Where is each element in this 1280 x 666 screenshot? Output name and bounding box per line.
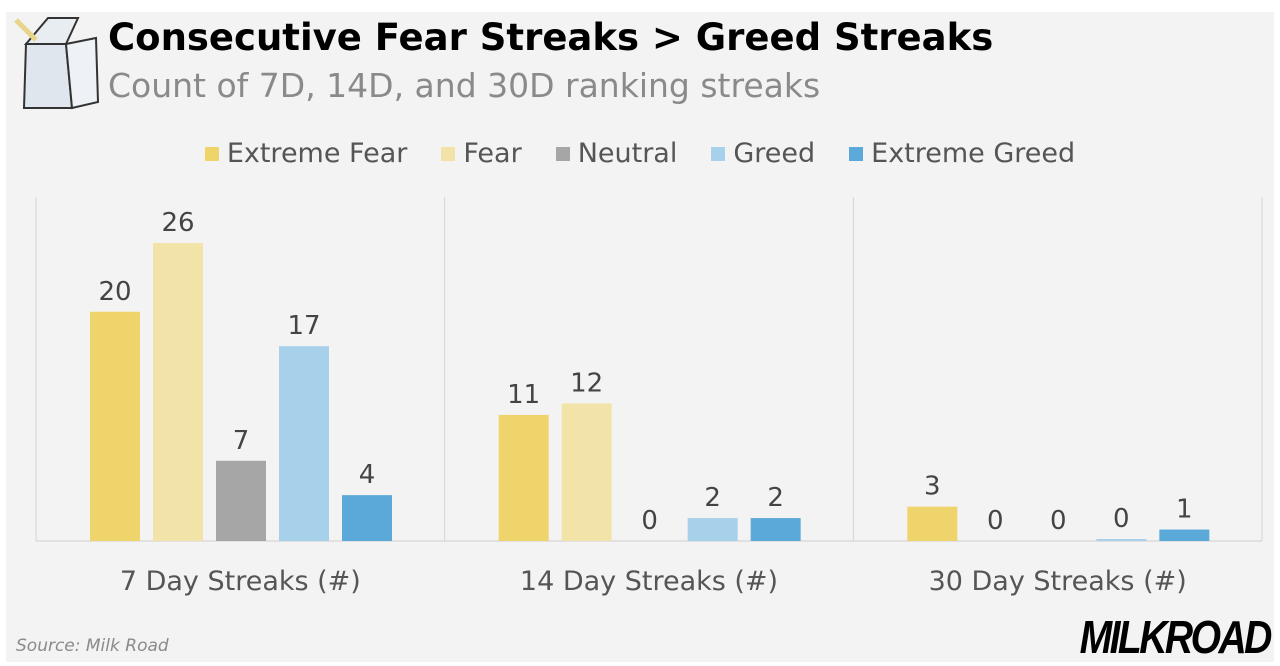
- data-label: 26: [161, 208, 194, 238]
- legend-item: Fear: [441, 138, 522, 169]
- data-label: 0: [1113, 504, 1130, 534]
- data-label: 1: [1176, 495, 1193, 525]
- legend-swatch: [555, 146, 570, 161]
- data-label: 2: [704, 483, 721, 513]
- legend-label: Extreme Greed: [871, 138, 1076, 169]
- bar: [1159, 529, 1210, 541]
- legend-label: Neutral: [577, 138, 678, 169]
- bar: [1096, 539, 1147, 541]
- category-label: 7 Day Streaks (#): [120, 566, 361, 597]
- bar: [342, 495, 392, 541]
- data-label: 0: [1050, 506, 1067, 536]
- bar: [90, 311, 140, 541]
- source-note: Source: Milk Road: [16, 636, 169, 656]
- legend-item: Greed: [711, 138, 815, 169]
- legend-label: Greed: [733, 138, 816, 169]
- chart-subtitle: Count of 7D, 14D, and 30D ranking streak…: [108, 66, 821, 105]
- bar: [750, 518, 801, 541]
- data-label: 0: [987, 506, 1004, 536]
- legend: Extreme Fear Fear Neutral Greed Extreme Gree…: [0, 138, 1280, 169]
- category-label: 30 Day Streaks (#): [929, 566, 1187, 597]
- data-label: 7: [233, 426, 250, 456]
- data-label: 0: [641, 506, 658, 536]
- bar: [216, 460, 266, 541]
- chart-title: Consecutive Fear Streaks > Greed Streaks: [108, 16, 994, 59]
- data-label: 17: [287, 311, 320, 341]
- legend-swatch: [441, 146, 456, 161]
- chart-panel: [6, 12, 1274, 662]
- brand-logo: MILKROAD: [1079, 611, 1273, 663]
- legend-label: Extreme Fear: [226, 138, 408, 169]
- data-label: 12: [570, 368, 603, 398]
- data-label: 20: [98, 277, 131, 307]
- milk-carton-icon: [14, 17, 100, 110]
- data-label: 11: [507, 380, 540, 410]
- legend-swatch: [849, 146, 864, 161]
- legend-item: Extreme Greed: [849, 138, 1075, 169]
- bar: [907, 506, 958, 541]
- bar: [561, 403, 612, 541]
- category-label: 14 Day Streaks (#): [520, 566, 778, 597]
- bar: [687, 518, 738, 541]
- legend-item: Extreme Fear: [204, 138, 408, 169]
- data-label: 2: [767, 483, 784, 513]
- bar: [498, 414, 549, 541]
- bar: [153, 243, 203, 541]
- legend-swatch: [711, 146, 726, 161]
- legend-swatch: [204, 146, 219, 161]
- bar: [279, 346, 329, 541]
- data-label: 4: [359, 460, 376, 490]
- data-label: 3: [924, 472, 941, 502]
- legend-item: Neutral: [555, 138, 678, 169]
- legend-label: Fear: [463, 138, 522, 169]
